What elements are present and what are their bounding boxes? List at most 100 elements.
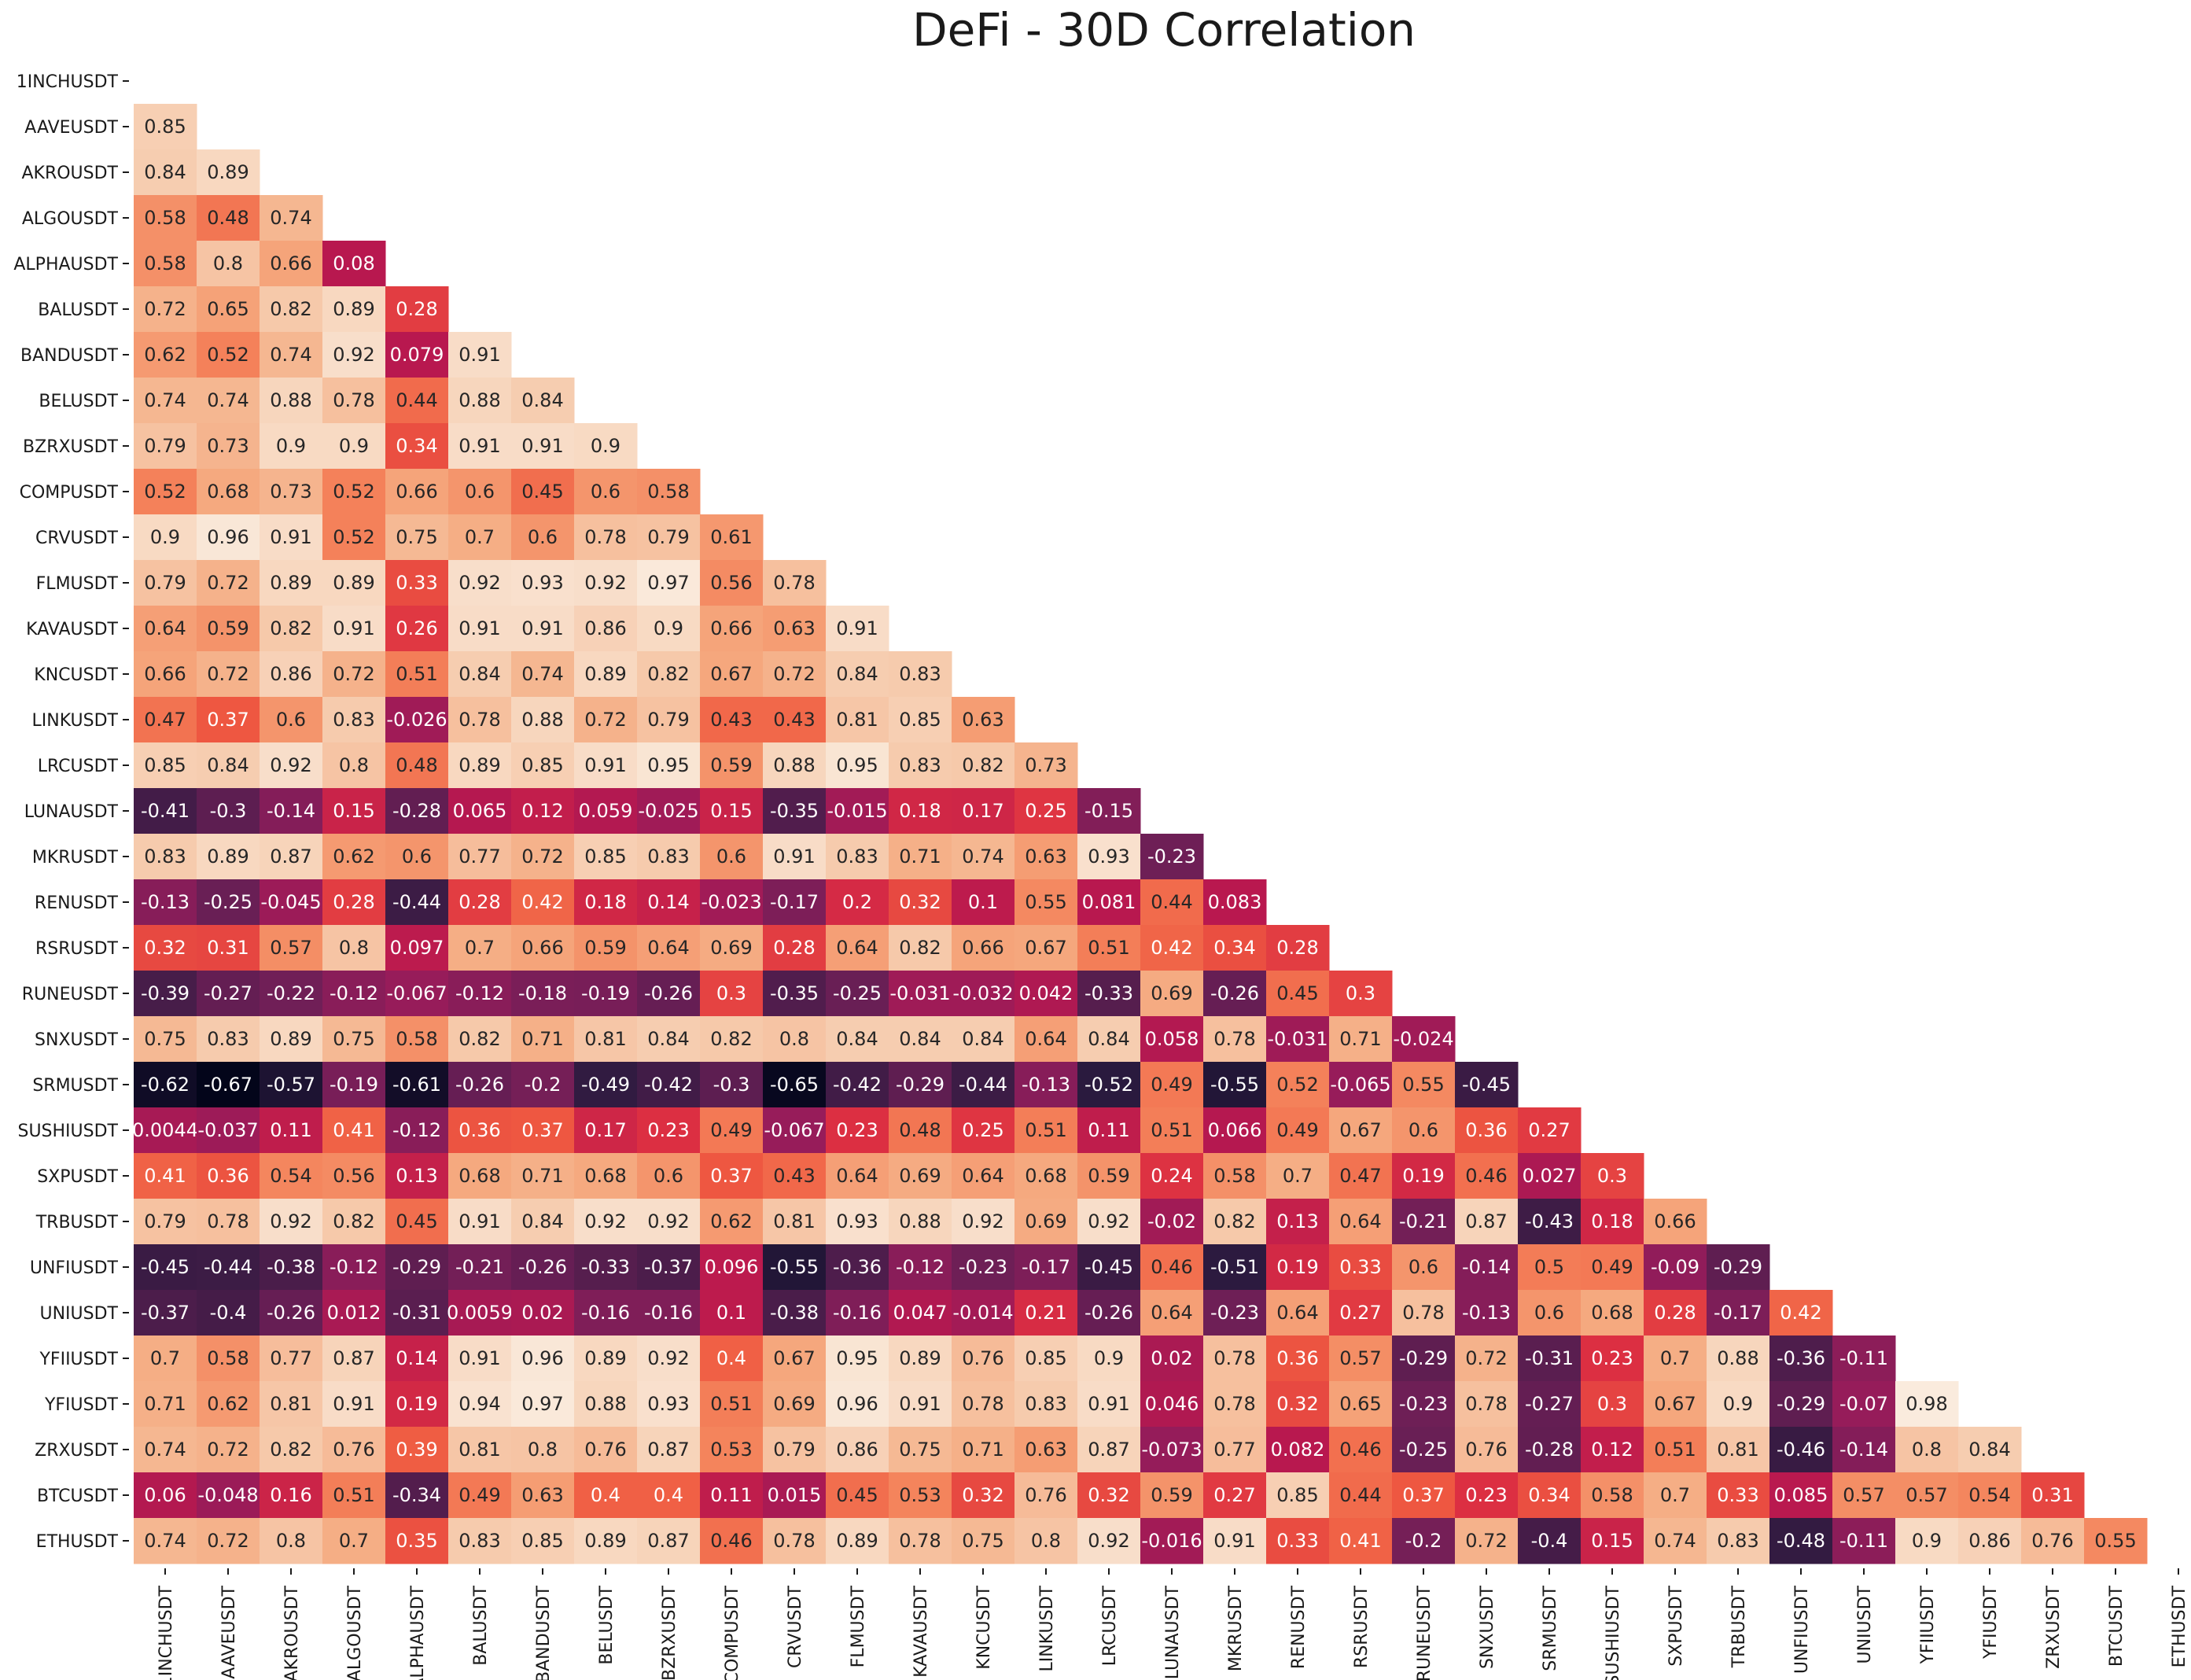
cell-value: 0.63 — [1025, 1439, 1066, 1461]
heatmap-cell — [1644, 1427, 1707, 1473]
heatmap-cell — [260, 697, 323, 743]
cell-value: 0.5 — [1534, 1256, 1564, 1278]
heatmap-cell — [1455, 1153, 1519, 1199]
cell-value: 0.44 — [396, 389, 437, 411]
cell-value: 0.32 — [144, 937, 186, 959]
heatmap-cell — [1140, 1016, 1204, 1063]
cell-value: 0.91 — [458, 1347, 500, 1369]
cell-value: -0.37 — [644, 1256, 693, 1278]
heatmap-cell — [1644, 1199, 1707, 1245]
heatmap-cell — [385, 423, 449, 470]
cell-value: 0.066 — [1208, 1119, 1262, 1141]
heatmap-cell — [448, 925, 512, 971]
heatmap-cell — [1392, 1427, 1456, 1473]
cell-value: 0.72 — [773, 663, 815, 685]
y-tick-label: RSRUSDT — [35, 939, 119, 959]
heatmap-cell — [1455, 1381, 1519, 1428]
cell-value: 0.085 — [1774, 1484, 1828, 1506]
heatmap-cell — [260, 651, 323, 698]
cell-value: 0.89 — [270, 1028, 311, 1050]
cell-value: 0.77 — [1213, 1439, 1255, 1461]
cell-value: 0.49 — [1276, 1119, 1318, 1141]
heatmap-cell — [511, 697, 575, 743]
cell-value: 0.71 — [521, 1165, 563, 1187]
cell-value: 0.9 — [150, 526, 180, 548]
cell-value: -0.51 — [1210, 1256, 1259, 1278]
cell-value: 0.23 — [647, 1119, 689, 1141]
heatmap-cell — [1266, 1062, 1330, 1108]
cell-value: 0.91 — [458, 344, 500, 366]
heatmap-cell — [1644, 1244, 1707, 1291]
heatmap-cell — [260, 1062, 323, 1108]
heatmap-cell — [889, 1381, 952, 1428]
x-tick-label: LRCUSDT — [1100, 1585, 1120, 1666]
heatmap-cell — [260, 788, 323, 834]
cell-value: 0.54 — [270, 1165, 311, 1187]
cell-value: 0.8 — [528, 1439, 558, 1461]
heatmap-cell — [197, 1062, 260, 1108]
heatmap-cell — [1392, 1518, 1456, 1564]
heatmap-cell — [889, 1518, 952, 1564]
cell-value: -0.25 — [833, 982, 882, 1004]
heatmap-cell — [322, 241, 386, 287]
heatmap-cell — [511, 514, 575, 561]
cell-value: -0.3 — [713, 1074, 750, 1096]
x-tick-label: YFIUSDT — [1981, 1585, 2001, 1660]
cell-value: 0.3 — [1346, 982, 1375, 1004]
cell-value: 0.52 — [333, 526, 374, 548]
heatmap-cell — [574, 1427, 638, 1473]
cell-value: 0.17 — [584, 1119, 626, 1141]
cell-value: -0.023 — [701, 891, 761, 913]
cell-value: 0.62 — [144, 344, 186, 366]
cell-value: 0.88 — [458, 389, 500, 411]
heatmap-cell — [197, 1153, 260, 1199]
cell-value: 0.26 — [396, 617, 437, 639]
heatmap-cell — [826, 606, 889, 652]
cell-value: 0.83 — [1025, 1393, 1066, 1415]
heatmap-cell — [1077, 1427, 1141, 1473]
cell-value: 0.7 — [465, 937, 495, 959]
cell-value: 0.78 — [773, 572, 815, 594]
cell-value: 0.82 — [962, 754, 1003, 776]
x-tick-label: BALUSDT — [471, 1585, 491, 1665]
y-tick-label: BANDUSDT — [20, 346, 119, 366]
heatmap-cell — [1455, 1290, 1519, 1336]
heatmap-cell — [1329, 1472, 1393, 1519]
cell-value: 0.75 — [962, 1530, 1003, 1552]
cell-value: 0.91 — [584, 754, 626, 776]
heatmap-cell — [1644, 1518, 1707, 1564]
cell-value: 0.85 — [521, 754, 563, 776]
cell-value: -0.015 — [827, 800, 887, 822]
cell-value: 0.89 — [458, 754, 500, 776]
cell-value: 0.77 — [270, 1347, 311, 1369]
cell-value: 0.78 — [899, 1530, 941, 1552]
heatmap-cell — [511, 1518, 575, 1564]
heatmap-cell — [826, 788, 889, 834]
cell-value: 0.71 — [962, 1439, 1003, 1461]
heatmap-cell — [260, 423, 323, 470]
heatmap-cell — [197, 742, 260, 789]
heatmap-cell — [763, 1518, 827, 1564]
heatmap-cell — [322, 606, 386, 652]
heatmap-cell — [385, 1062, 449, 1108]
heatmap-cell — [574, 1290, 638, 1336]
heatmap-cell — [2021, 1518, 2085, 1564]
cell-value: -0.49 — [581, 1074, 630, 1096]
cell-value: 0.71 — [144, 1393, 186, 1415]
cell-value: 0.15 — [710, 800, 752, 822]
heatmap-cell — [1895, 1518, 1959, 1564]
cell-value: 0.78 — [333, 389, 374, 411]
cell-value: 0.82 — [270, 617, 311, 639]
heatmap-cell — [700, 925, 764, 971]
heatmap-cell — [826, 1518, 889, 1564]
heatmap-cell — [448, 1472, 512, 1519]
heatmap-cell — [511, 378, 575, 424]
cell-value: 0.63 — [1025, 846, 1066, 868]
cell-value: 0.21 — [1025, 1302, 1066, 1324]
heatmap-cell — [700, 514, 764, 561]
cell-value: -0.38 — [267, 1256, 315, 1278]
y-tick-label: SNXUSDT — [35, 1030, 119, 1050]
cell-value: 0.92 — [584, 572, 626, 594]
cell-value: 0.88 — [270, 389, 311, 411]
heatmap-cell — [1203, 1472, 1267, 1519]
